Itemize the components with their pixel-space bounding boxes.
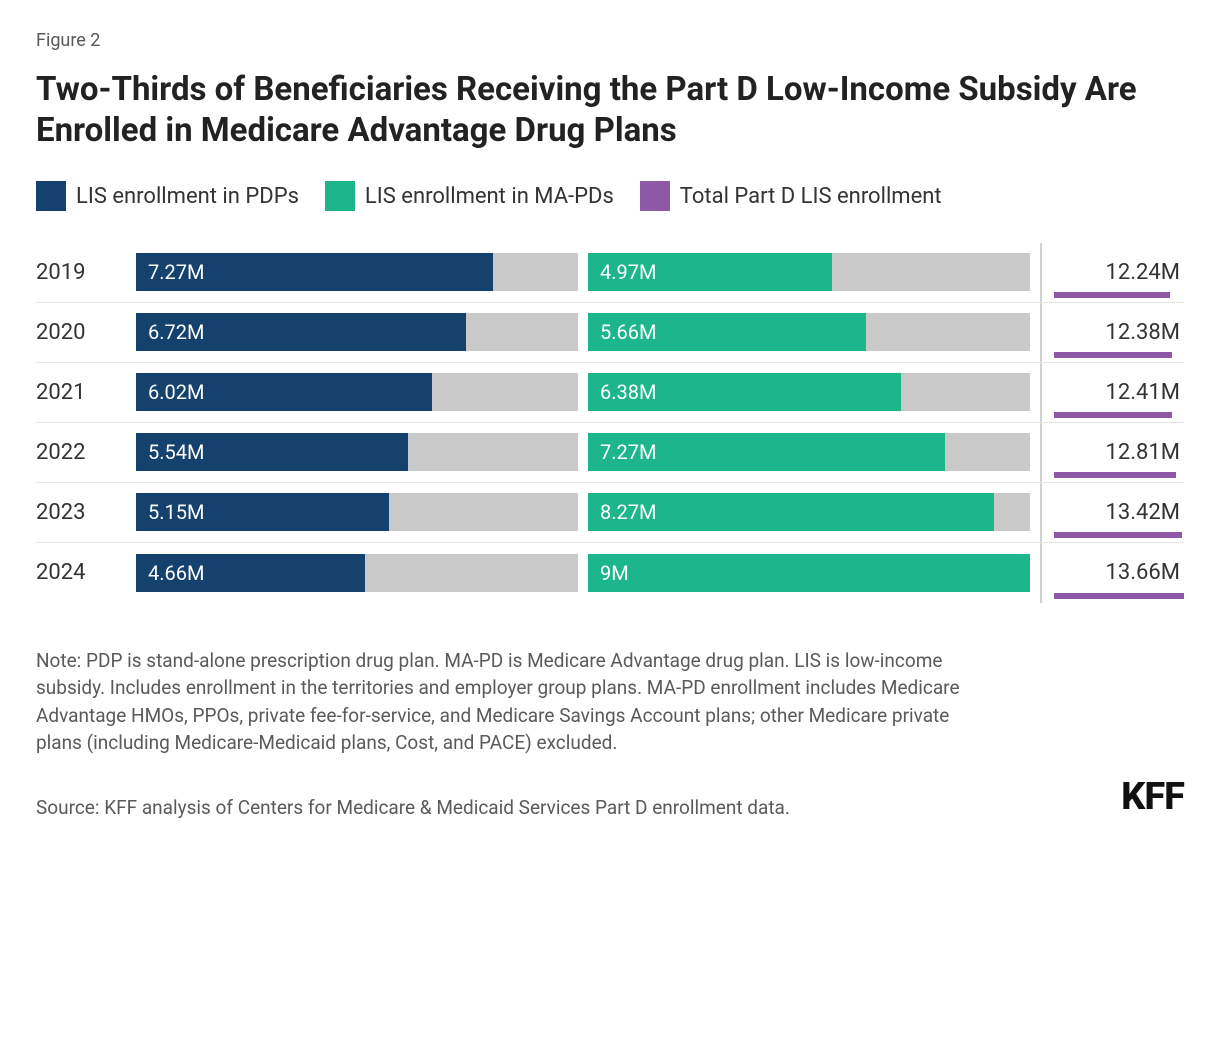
mapd-bar: 5.66M [588, 313, 866, 351]
pdp-bar-cell: 6.72M [136, 303, 588, 362]
pdp-bar: 5.15M [136, 493, 389, 531]
legend: LIS enrollment in PDPs LIS enrollment in … [36, 180, 1184, 213]
column-divider [1040, 543, 1054, 603]
pdp-bar-cell: 5.15M [136, 483, 588, 542]
year-label: 2019 [36, 243, 136, 302]
mapd-bar: 6.38M [588, 373, 901, 411]
mapd-bar-label: 8.27M [600, 500, 656, 524]
chart-row: 2023 5.15M 8.27M 13.42M [36, 483, 1184, 543]
total-label: 12.38M [1106, 320, 1180, 345]
pdp-bar-label: 6.02M [148, 380, 204, 404]
column-divider [1040, 303, 1054, 362]
pdp-bar-label: 5.15M [148, 500, 204, 524]
mapd-bar-cell: 4.97M [588, 243, 1040, 302]
pdp-bar-label: 7.27M [148, 260, 204, 284]
pdp-bar-label: 6.72M [148, 320, 204, 344]
legend-label: LIS enrollment in PDPs [76, 180, 299, 213]
mapd-bar-cell: 8.27M [588, 483, 1040, 542]
legend-swatch [640, 181, 670, 211]
mapd-bar: 7.27M [588, 433, 945, 471]
pdp-bar-cell: 5.54M [136, 423, 588, 482]
chart-source: Source: KFF analysis of Centers for Medi… [36, 796, 790, 819]
pdp-bar: 5.54M [136, 433, 408, 471]
kff-logo: KFF [1121, 775, 1184, 819]
column-divider [1040, 483, 1054, 542]
pdp-bar: 4.66M [136, 554, 365, 592]
year-label: 2023 [36, 483, 136, 542]
mapd-bar-cell: 5.66M [588, 303, 1040, 362]
year-label: 2022 [36, 423, 136, 482]
mapd-bar-label: 9M [600, 561, 629, 585]
mapd-bar: 8.27M [588, 493, 994, 531]
total-bar [1054, 352, 1172, 358]
total-bar [1054, 532, 1182, 538]
total-label: 12.24M [1106, 260, 1180, 285]
legend-label: LIS enrollment in MA-PDs [365, 180, 614, 213]
pdp-bar: 7.27M [136, 253, 493, 291]
total-cell: 12.38M [1054, 303, 1184, 362]
chart-row: 2024 4.66M 9M 13.66M [36, 543, 1184, 603]
total-bar [1054, 412, 1172, 418]
chart-row: 2020 6.72M 5.66M 12.38M [36, 303, 1184, 363]
total-label: 12.41M [1106, 380, 1180, 405]
mapd-bar-cell: 7.27M [588, 423, 1040, 482]
year-label: 2024 [36, 543, 136, 603]
total-cell: 12.41M [1054, 363, 1184, 422]
total-bar [1054, 472, 1176, 478]
mapd-bar: 4.97M [588, 253, 832, 291]
total-bar [1054, 593, 1184, 599]
pdp-bar-label: 5.54M [148, 440, 204, 464]
chart-title: Two-Thirds of Beneficiaries Receiving th… [36, 69, 1184, 152]
total-label: 13.42M [1106, 500, 1180, 525]
pdp-bar-label: 4.66M [148, 561, 204, 585]
column-divider [1040, 243, 1054, 302]
total-cell: 13.66M [1054, 543, 1184, 603]
total-cell: 12.24M [1054, 243, 1184, 302]
mapd-bar-label: 6.38M [600, 380, 656, 404]
pdp-bar: 6.02M [136, 373, 432, 411]
mapd-bar: 9M [588, 554, 1030, 592]
mapd-bar-cell: 6.38M [588, 363, 1040, 422]
total-bar [1054, 292, 1170, 298]
pdp-bar: 6.72M [136, 313, 466, 351]
legend-item: Total Part D LIS enrollment [640, 180, 942, 213]
mapd-bar-label: 4.97M [600, 260, 656, 284]
column-divider [1040, 423, 1054, 482]
chart: 2019 7.27M 4.97M 12.24M 2020 6.72M 5.66M 12.38M… [36, 243, 1184, 603]
year-label: 2021 [36, 363, 136, 422]
total-label: 12.81M [1106, 440, 1180, 465]
year-label: 2020 [36, 303, 136, 362]
total-cell: 13.42M [1054, 483, 1184, 542]
chart-row: 2021 6.02M 6.38M 12.41M [36, 363, 1184, 423]
mapd-bar-label: 5.66M [600, 320, 656, 344]
mapd-bar-cell: 9M [588, 543, 1040, 603]
legend-swatch [325, 181, 355, 211]
figure-label: Figure 2 [36, 30, 1184, 51]
pdp-bar-cell: 4.66M [136, 543, 588, 603]
column-divider [1040, 363, 1054, 422]
legend-item: LIS enrollment in PDPs [36, 180, 299, 213]
legend-swatch [36, 181, 66, 211]
chart-row: 2022 5.54M 7.27M 12.81M [36, 423, 1184, 483]
pdp-bar-cell: 7.27M [136, 243, 588, 302]
total-cell: 12.81M [1054, 423, 1184, 482]
pdp-bar-cell: 6.02M [136, 363, 588, 422]
legend-item: LIS enrollment in MA-PDs [325, 180, 614, 213]
mapd-bar-label: 7.27M [600, 440, 656, 464]
chart-note: Note: PDP is stand-alone prescription dr… [36, 647, 996, 757]
chart-row: 2019 7.27M 4.97M 12.24M [36, 243, 1184, 303]
total-label: 13.66M [1106, 560, 1180, 585]
legend-label: Total Part D LIS enrollment [680, 180, 942, 213]
